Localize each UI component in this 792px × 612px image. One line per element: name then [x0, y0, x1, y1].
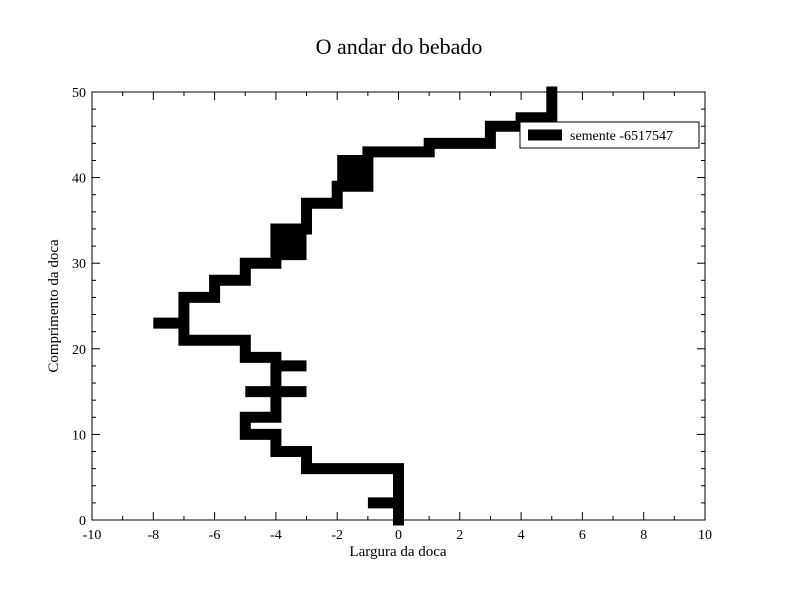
chart-title: O andar do bebado [316, 34, 483, 59]
y-tick-label: 30 [72, 257, 86, 272]
x-axis-label: Largura da doca [349, 544, 447, 560]
y-tick-label: 0 [79, 514, 86, 529]
y-tick-label: 20 [72, 343, 86, 358]
series-line [153, 86, 558, 526]
x-tick-label: -8 [147, 528, 159, 543]
series-layer [153, 86, 558, 526]
x-tick-label: 6 [579, 528, 586, 543]
tick-marks [91, 91, 706, 521]
tick-labels: -10 -8 -6 -4 -2 0 2 4 6 8 10 0 10 20 30 40 50 [72, 86, 712, 543]
legend-label: semente -6517547 [570, 129, 673, 144]
x-tick-label: 10 [698, 528, 712, 543]
x-tick-label: -10 [83, 528, 102, 543]
x-tick-label: 0 [395, 528, 402, 543]
x-tick-label: -2 [331, 528, 343, 543]
y-tick-label: 50 [72, 86, 86, 101]
x-tick-label: 2 [456, 528, 463, 543]
y-tick-label: 10 [72, 428, 86, 443]
y-tick-label: 40 [72, 172, 86, 187]
x-tick-label: -4 [270, 528, 282, 543]
x-tick-label: -6 [209, 528, 221, 543]
legend: semente -6517547 [519, 121, 700, 149]
x-tick-label: 4 [518, 528, 525, 543]
x-tick-label: 8 [640, 528, 647, 543]
y-axis-label: Comprimento da doca [46, 239, 62, 373]
